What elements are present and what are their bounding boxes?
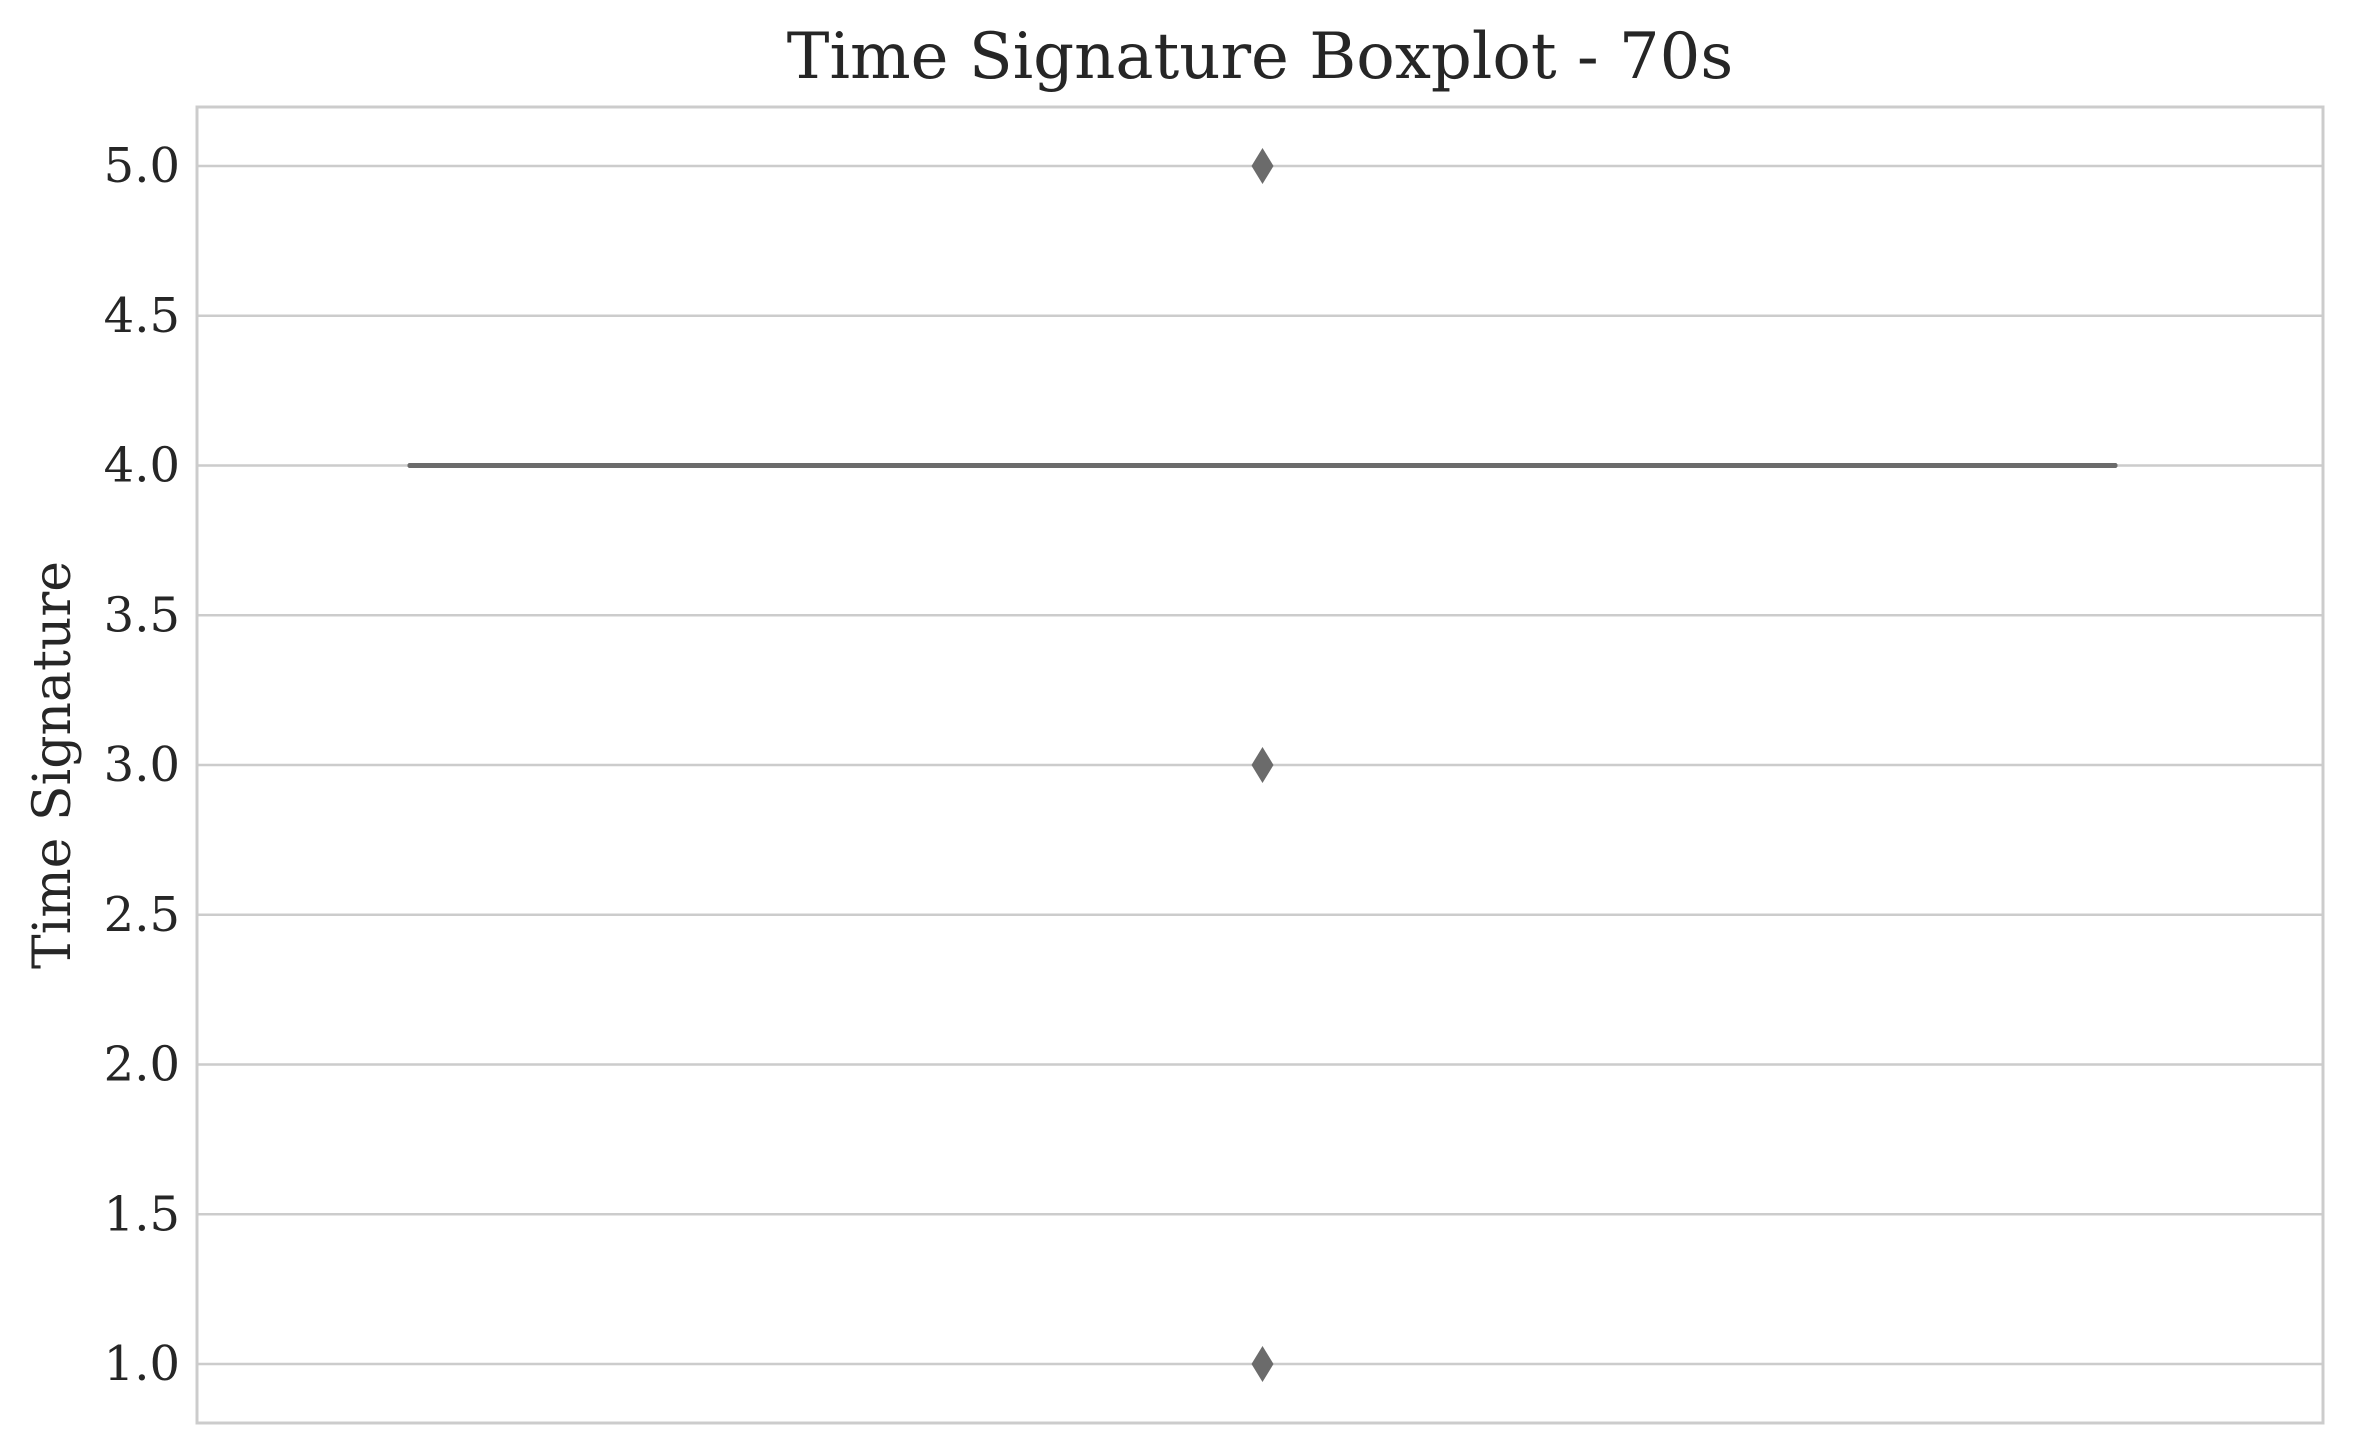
outlier-point (1252, 1346, 1274, 1382)
outlier-point (1252, 148, 1274, 184)
y-tick-label: 3.0 (104, 737, 180, 793)
y-tick-label: 4.0 (104, 438, 180, 494)
outlier-point (1252, 747, 1274, 783)
y-tick-label: 5.0 (104, 138, 180, 194)
chart-title: Time Signature Boxplot - 70s (787, 20, 1733, 94)
y-axis-label: Time Signature (23, 561, 83, 969)
y-tick-label: 1.0 (104, 1336, 180, 1392)
y-tick-labels: 1.0 1.5 2.0 2.5 3.0 3.5 4.0 4.5 5.0 (104, 138, 180, 1392)
y-tick-label: 3.5 (104, 587, 180, 643)
y-tick-label: 2.0 (104, 1037, 180, 1093)
y-tick-label: 1.5 (104, 1186, 180, 1242)
y-tick-label: 2.5 (104, 887, 180, 943)
y-tick-label: 4.5 (104, 288, 180, 344)
